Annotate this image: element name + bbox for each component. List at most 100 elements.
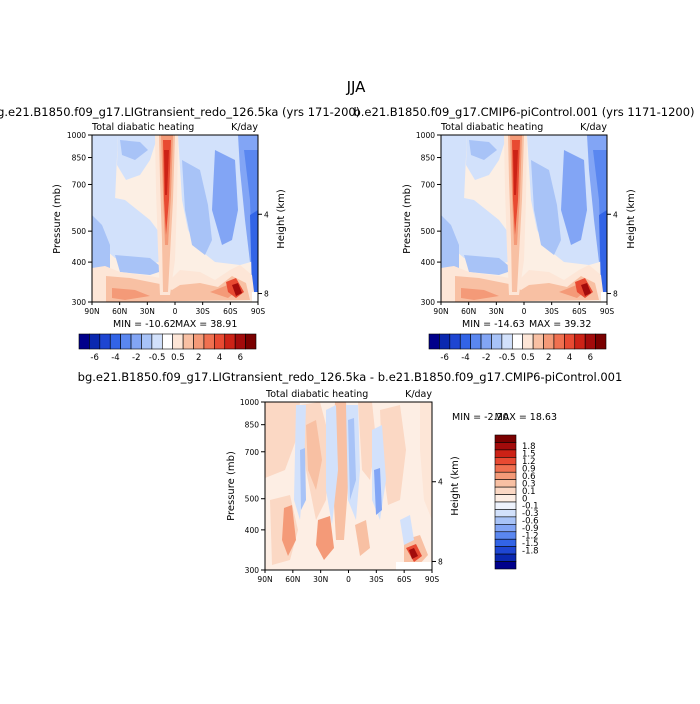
panel-diff-ytick-label: 400 [245,526,260,535]
panel-right-title: b.e21.B1850.f09_g17.CMIP6-piControl.001 … [353,105,694,119]
panel-diff-colorbar-label: 1.8 [522,442,536,452]
panel-right-colorbar-swatch [480,333,492,350]
panel-diff-units: K/day [405,389,432,400]
panel-left-colorbar-swatch [130,333,142,350]
panel-left-y2tick-label: 8 [264,290,269,299]
panel-diff-colorbar-swatch [494,434,517,443]
panel-left-colorbar-swatch [89,333,101,350]
panel-right: b.e21.B1850.f09_g17.CMIP6-piControl.001 … [353,105,694,363]
panel-diff-colorbar-label: -1.8 [522,546,539,556]
panel-left-colorbar-label: 2 [196,353,201,363]
panel-right-xtick-label: 60N [461,307,476,316]
panel-right-colorbar-swatch [584,333,596,350]
panel-diff-xtick-label: 90N [257,575,272,584]
panel-diff-colorbar-swatch [494,486,517,495]
field-contour [294,405,306,520]
panel-right-colorbar: -6 -4 -2 -0.5 0.5 2 4 6 [428,333,607,363]
panel-left-colorbar-swatch [161,333,174,350]
panel-diff-xtick-label: 60S [397,575,412,584]
panel-right-colorbar-swatch [553,333,565,350]
panel-right-field [441,135,607,302]
field-contour [115,255,165,275]
panel-diff-colorbar-swatch [494,479,517,488]
panel-right-colorbar-label: -4 [461,353,469,363]
panel-left-colorbar-swatch [224,333,236,350]
figure-title: JJA [346,78,367,96]
field-contour [449,195,514,265]
panel-right-colorbar-label: 6 [588,353,593,363]
panel-right-min: MIN = -14.63 [462,319,525,330]
field-contour [348,418,356,500]
panel-left-colorbar-label: 4 [217,353,222,363]
panel-right-xtick-label: 60S [572,307,587,316]
panel-left-colorbar-label: 6 [238,353,243,363]
panel-left-colorbar-swatch [182,333,194,350]
field-contour [306,420,322,490]
panel-left-colorbar-label: 0.5 [171,353,185,363]
panel-diff-colorbar-swatch [494,524,517,533]
panel-left-axes: 300 400 500 700 850 1000 8 4 90N 60N 30N 0 30S 60S 90S [67,131,269,316]
panel-diff-colorbar-swatch [494,509,517,518]
panel-left-ytick-label: 700 [72,180,87,189]
panel-diff-colorbar-swatch [494,494,517,503]
panel-right-colorbar-label: -2 [482,353,490,363]
panel-right-xtick-label: 90N [433,307,448,316]
panel-left-xtick-label: 30S [196,307,211,316]
panel-diff-xtick-label: 30N [313,575,328,584]
field-contour [300,448,306,510]
panel-diff-xtick-label: 30S [369,575,384,584]
panel-diff-ylabel: Pressure (mb) [226,451,237,521]
panel-right-y2label: Height (km) [626,189,637,249]
panel-diff-max: MAX = 18.63 [495,412,557,423]
panel-left-xtick-label: 60N [112,307,127,316]
panel-diff-ytick-label: 300 [245,566,260,575]
panel-right-axes: 300 400 500 700 850 1000 8 4 90N 60N 30N 0 30S 60S 90S [416,131,618,316]
panel-diff-colorbar-label: 0.9 [522,465,536,475]
panel-right-colorbar-swatch [428,333,440,350]
panel-right-colorbar-swatch [459,333,471,350]
field-contour [420,402,432,520]
panel-left-units: K/day [231,122,258,133]
panel-diff-ytick-label: 700 [245,448,260,457]
field-contour [355,520,370,556]
field-contour [265,402,300,478]
field-contour [513,150,518,195]
panel-diff-colorbar-swatch [494,449,517,458]
panel-right-units: K/day [580,122,607,133]
panel-right-colorbar-swatch [511,333,524,350]
field-contour [461,288,499,300]
panel-diff-colorbar-label: 0.1 [522,487,536,497]
panel-right-colorbar-swatch [543,333,555,350]
field-missing [396,562,432,570]
panel-diff-colorbar-swatch [494,442,517,451]
panel-diff-colorbar-label: -1.2 [522,532,539,542]
panel-diff-colorbar-label: 1.2 [522,457,536,467]
panel-right-xtick-label: 0 [522,307,527,316]
panel-right-y2tick-label: 4 [613,210,618,219]
panel-left-xtick-label: 90N [84,307,99,316]
panel-left-colorbar-label: -0.5 [149,353,166,363]
field-contour [581,283,591,296]
field-contour [182,160,212,255]
panel-left-xtick-label: 30N [140,307,155,316]
panel-diff-colorbar-swatch [494,553,517,562]
panel-left-min: MIN = -10.62 [113,319,176,330]
panel-right-ytick-label: 500 [421,227,436,236]
panel-diff-title: bg.e21.B1850.f09_g17.LIGtransient_redo_1… [78,370,623,384]
panel-left-ytick-label: 1000 [67,131,86,140]
panel-diff-min: MIN = -2.20 [452,412,509,423]
panel-left-ytick-label: 500 [72,227,87,236]
panel-right-ytick-label: 1000 [416,131,435,140]
field-contour [212,150,238,245]
panel-left-colorbar-label: -4 [111,353,119,363]
panel-left-field [92,135,258,302]
field-contour [112,288,150,300]
panel-left-colorbar-swatch [203,333,215,350]
panel-left-variable: Total diabatic heating [91,122,194,133]
panel-left-colorbar-swatch [172,333,184,350]
panel-diff-colorbar-label: -0.1 [522,502,539,512]
panel-right-colorbar-swatch [491,333,503,350]
panel-right-colorbar-label: 2 [546,353,551,363]
